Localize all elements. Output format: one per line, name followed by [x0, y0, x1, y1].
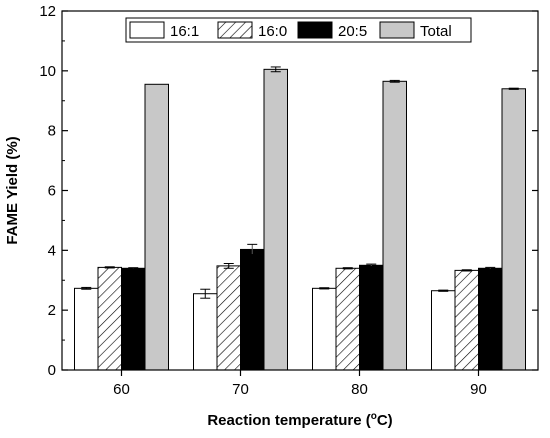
- bar-total-90: [501, 88, 526, 371]
- y-tick-label: 2: [48, 302, 56, 319]
- x-tick-label: 70: [232, 381, 249, 398]
- bar-16-1-80: [312, 287, 337, 371]
- x-tick-label: 60: [113, 381, 130, 398]
- legend-swatch: [217, 21, 253, 39]
- legend-label: 16:1: [170, 23, 199, 40]
- legend: 16:1 16:0 20:5 Total: [125, 17, 472, 43]
- y-axis-title: FAME Yield (%): [4, 136, 21, 244]
- legend-swatch: [297, 21, 333, 39]
- bar-16-1-60: [74, 287, 99, 371]
- legend-swatch: [129, 21, 165, 39]
- y-tick-label: 0: [48, 362, 56, 379]
- bar-20-5-80: [359, 264, 384, 371]
- y-tick-label: 8: [48, 123, 56, 140]
- y-tick-label: 6: [48, 183, 56, 200]
- bar-16-0-80: [335, 267, 360, 371]
- bar-16-1-70: [193, 293, 218, 371]
- bar-16-0-70: [216, 265, 241, 371]
- legend-label: 16:0: [258, 23, 287, 40]
- bars-group: [74, 68, 526, 371]
- x-tick-label: 90: [470, 381, 487, 398]
- bar-16-0-90: [454, 269, 479, 371]
- bar-total-80: [382, 80, 407, 371]
- y-tick-label: 4: [48, 242, 56, 259]
- bar-20-5-90: [478, 267, 503, 371]
- y-axis: 0 2 4 6 8 10 12: [39, 3, 538, 379]
- x-axis-title: Reaction temperature (oC): [207, 411, 392, 429]
- bar-16-1-90: [431, 290, 456, 371]
- y-tick-label: 12: [39, 3, 56, 20]
- bar-16-0-60: [97, 266, 122, 371]
- bar-total-60: [144, 83, 169, 371]
- x-tick-label: 80: [351, 381, 368, 398]
- bar-total-70: [263, 68, 288, 371]
- bar-20-5-70: [240, 248, 265, 371]
- y-tick-label: 10: [39, 63, 56, 80]
- error-bars-group: [81, 66, 519, 299]
- legend-swatch: [379, 21, 415, 39]
- legend-label: Total: [420, 23, 452, 40]
- bar-20-5-60: [121, 267, 146, 371]
- x-axis: 60 70 80 90: [113, 370, 487, 398]
- legend-label: 20:5: [338, 23, 367, 40]
